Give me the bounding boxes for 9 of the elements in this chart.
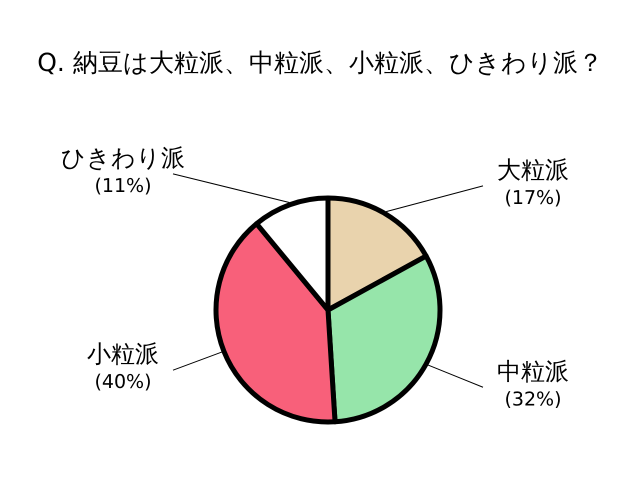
data-label: (11%) [94,174,152,197]
slice-label: 大粒派 [497,156,569,184]
slice-label: ひきわり派 [61,144,185,172]
data-label: (17%) [504,186,562,209]
data-label: (32%) [504,388,562,410]
slice-label: 中粒派 [497,357,569,386]
chart-title: Q. 納豆は大粒派、中粒派、小粒派、ひきわり派？ [37,48,603,77]
slice-label: 小粒派 [87,340,159,368]
data-label: (40%) [94,371,152,394]
